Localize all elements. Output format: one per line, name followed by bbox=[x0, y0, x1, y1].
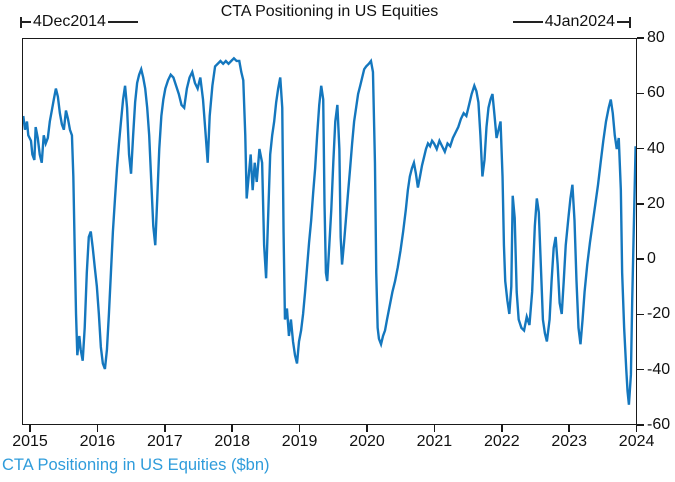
chart-caption: CTA Positioning in US Equities ($bn) bbox=[2, 456, 270, 474]
y-axis-tick bbox=[637, 92, 644, 95]
y-axis-tick-label: -60 bbox=[647, 416, 671, 433]
x-axis-tick-label: 2022 bbox=[484, 433, 520, 450]
x-axis-tick bbox=[501, 424, 503, 432]
end-bracket-line-icon bbox=[617, 21, 629, 23]
x-axis-tick bbox=[366, 424, 368, 432]
end-leader-line-icon bbox=[512, 21, 543, 23]
y-axis-tick bbox=[637, 313, 644, 316]
x-axis-tick bbox=[568, 424, 570, 432]
y-axis-tick bbox=[637, 258, 644, 260]
x-axis-tick bbox=[298, 424, 301, 432]
y-axis-tick bbox=[637, 424, 644, 426]
y-axis-tick-label: 80 bbox=[647, 29, 665, 46]
plot-area bbox=[22, 38, 637, 425]
x-axis-tick-label: 2024 bbox=[618, 433, 655, 450]
y-axis-tick-label: -20 bbox=[647, 305, 671, 323]
x-axis-tick-label: 2019 bbox=[281, 433, 318, 450]
start-date-annotation: 4Dec2014 bbox=[20, 13, 138, 31]
x-axis-tick-label: 2016 bbox=[79, 433, 116, 450]
x-axis-tick bbox=[433, 424, 436, 432]
x-axis-tick bbox=[96, 424, 99, 432]
start-bracket-tick-icon bbox=[20, 16, 22, 28]
y-axis-tick-label: 0 bbox=[647, 250, 656, 268]
y-axis-tick-label: 60 bbox=[647, 84, 665, 102]
end-date-label: 4Jan2024 bbox=[544, 13, 615, 30]
start-leader-line-icon bbox=[107, 21, 138, 23]
x-axis-tick bbox=[29, 424, 31, 432]
start-date-label: 4Dec2014 bbox=[33, 13, 106, 30]
start-bracket-line-icon bbox=[22, 21, 31, 23]
x-axis-tick bbox=[164, 424, 166, 432]
x-axis-tick-label: 2021 bbox=[416, 433, 453, 450]
y-axis-tick bbox=[637, 368, 644, 371]
y-axis-tick bbox=[637, 203, 644, 205]
end-date-annotation: 4Jan2024 bbox=[512, 13, 631, 31]
y-axis-tick bbox=[637, 147, 644, 150]
end-bracket-tick-icon bbox=[629, 16, 631, 28]
y-axis-tick-label: 20 bbox=[647, 194, 665, 212]
x-axis-tick-label: 2020 bbox=[349, 433, 385, 450]
x-axis-tick-label: 2017 bbox=[147, 433, 183, 450]
y-axis-tick-label: -40 bbox=[647, 360, 671, 378]
x-axis-tick bbox=[231, 424, 233, 432]
x-axis-tick bbox=[635, 424, 638, 432]
y-axis-tick-label: 40 bbox=[647, 139, 665, 157]
x-axis-tick-label: 2023 bbox=[551, 433, 587, 450]
chart-title: CTA Positioning in US Equities bbox=[220, 3, 439, 20]
x-axis-tick-label: 2015 bbox=[12, 433, 48, 450]
cta-positioning-line-chart bbox=[23, 56, 636, 405]
cta-positioning-series-line bbox=[23, 56, 636, 405]
y-axis-tick bbox=[637, 37, 644, 39]
x-axis-tick-label: 2018 bbox=[214, 433, 250, 450]
